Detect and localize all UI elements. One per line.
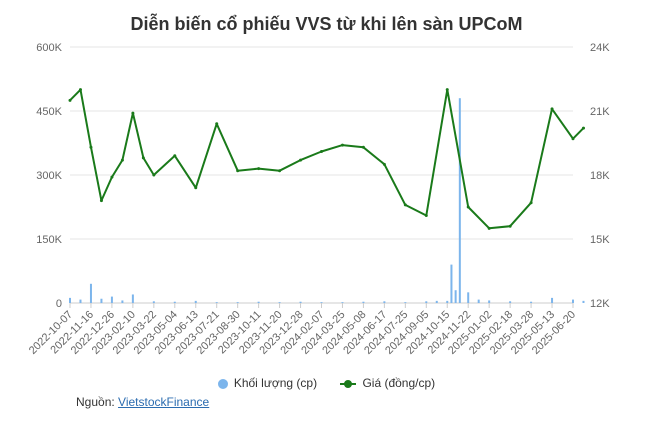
y-right-tick-label: 18K (590, 170, 610, 182)
legend-volume-label: Khối lượng (cp) (233, 376, 318, 390)
volume-bar (69, 297, 71, 303)
price-point (152, 173, 156, 177)
volume-bar (467, 292, 470, 303)
price-point (299, 158, 303, 162)
volume-bar (404, 302, 407, 303)
price-point (487, 226, 491, 230)
price-point (403, 203, 407, 207)
volume-bar (215, 302, 218, 303)
y-right-tick-label: 21K (590, 106, 610, 118)
price-point (120, 158, 124, 162)
price-point (550, 107, 554, 111)
legend-price-label: Giá (đồng/cp) (362, 376, 436, 390)
volume-bar (257, 301, 260, 303)
volume-bar (488, 300, 491, 303)
volume-bar (572, 299, 574, 303)
price-point (278, 169, 282, 173)
price-point (215, 122, 219, 126)
volume-bar (477, 299, 480, 303)
price-point (571, 137, 575, 141)
price-point (466, 205, 470, 209)
volume-bar (509, 301, 512, 303)
volume-bar (110, 296, 113, 303)
price-legend-icon (340, 379, 357, 389)
price-point (581, 126, 585, 130)
volume-bar (454, 290, 457, 303)
volume-bar (446, 300, 449, 303)
price-point (257, 167, 261, 171)
price-point (89, 145, 93, 149)
volume-bar (383, 301, 386, 303)
price-point (99, 199, 103, 203)
price-point (424, 214, 428, 218)
price-point (131, 111, 135, 115)
source-label: Nguồn: (76, 395, 115, 409)
volume-bar (435, 300, 438, 303)
volume-bar (341, 302, 344, 303)
volume-bar (131, 294, 134, 303)
volume-bar (79, 299, 82, 303)
price-point (78, 88, 82, 92)
volume-bar (173, 301, 176, 303)
price-point (320, 150, 323, 154)
price-point (340, 143, 344, 147)
price-point (194, 186, 198, 190)
volume-bar (152, 301, 155, 303)
volume-bar (530, 301, 533, 303)
chart-legend: Khối lượng (cp) Giá (đồng/cp) (0, 376, 653, 390)
y-left-tick-label: 600K (36, 42, 62, 54)
volume-bar (236, 302, 239, 303)
price-point (445, 88, 449, 92)
volume-bar (362, 301, 365, 303)
y-right-tick-label: 12K (590, 298, 610, 310)
price-point (173, 154, 177, 158)
price-line (69, 88, 585, 230)
volume-bar (89, 283, 92, 303)
volume-bar (100, 298, 103, 303)
y-right-tick-label: 24K (590, 42, 610, 54)
y-left-tick-label: 450K (36, 106, 62, 118)
volume-bar (458, 98, 461, 303)
volume-bar (320, 302, 323, 303)
y-left-tick-label: 0 (56, 298, 62, 310)
price-point (508, 224, 512, 228)
y-left-tick-label: 150K (36, 234, 62, 246)
volume-legend-icon (217, 378, 228, 389)
volume-bar (121, 300, 124, 303)
volume-bar (194, 300, 197, 303)
source-link[interactable]: VietstockFinance (118, 395, 210, 409)
price-point (68, 98, 72, 102)
volume-bar (450, 264, 453, 303)
price-point (529, 201, 533, 205)
price-point (236, 169, 240, 173)
y-left-tick-label: 300K (36, 170, 62, 182)
volume-bar (278, 302, 281, 303)
price-point (361, 145, 365, 149)
volume-bar (582, 300, 585, 303)
price-point (382, 162, 386, 166)
legend-item-volume[interactable]: Khối lượng (cp) (217, 376, 318, 390)
source-line: Nguồn: VietstockFinance (76, 395, 209, 409)
volume-bar (425, 301, 428, 303)
legend-item-price[interactable]: Giá (đồng/cp) (340, 376, 435, 390)
volume-bar (551, 297, 554, 303)
price-point (110, 175, 114, 179)
chart-title: Diễn biến cổ phiếu VVS từ khi lên sàn UP… (130, 14, 523, 34)
y-right-tick-label: 15K (590, 234, 610, 246)
price-point (141, 156, 145, 160)
volume-bar (299, 301, 302, 303)
